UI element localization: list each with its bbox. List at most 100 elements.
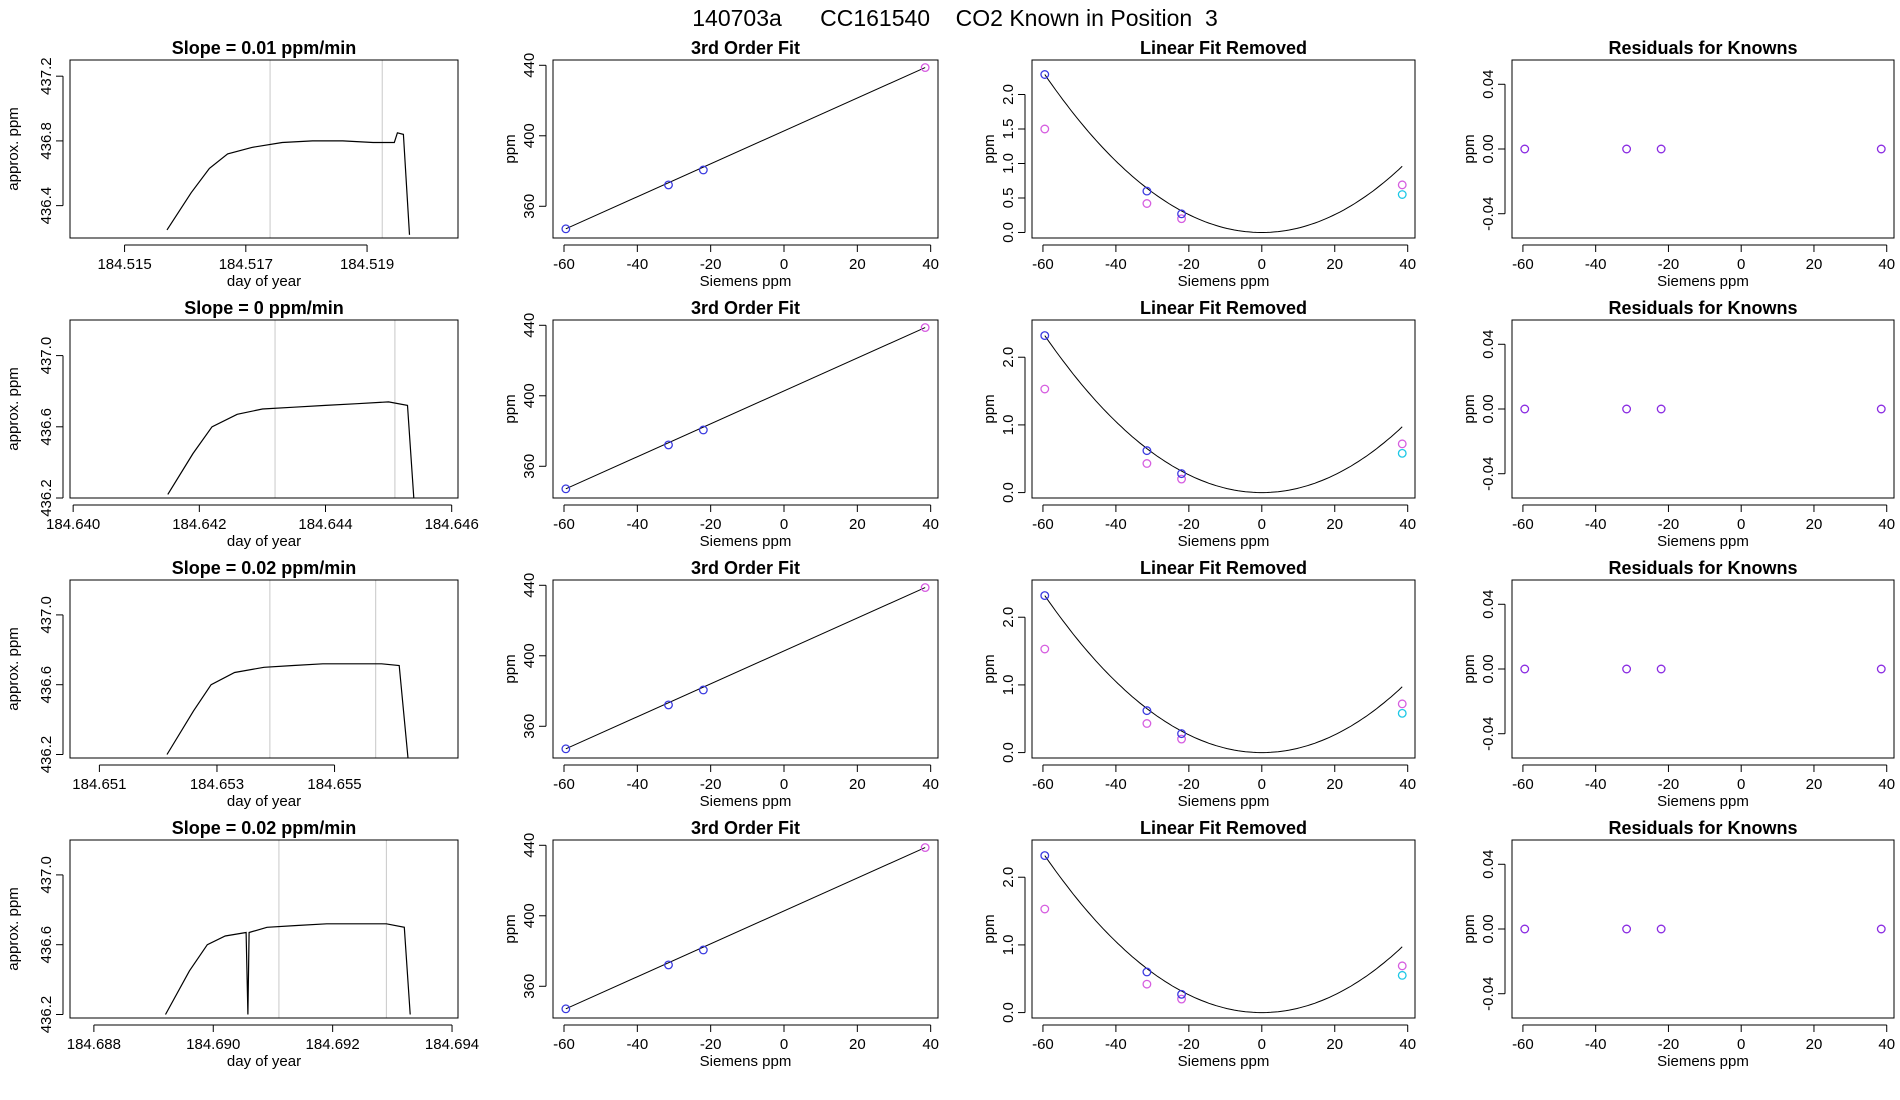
data-point-pink xyxy=(1142,979,1152,989)
x-tick-label: 0 xyxy=(1258,1036,1266,1053)
x-tick-label: 40 xyxy=(1878,1036,1895,1053)
residual-point xyxy=(1520,664,1530,674)
panel-r0-c2: Linear Fit Removed -60 -40 -20 0 20 40 0.0 0.5 1.… xyxy=(981,38,1416,290)
x-tick-label: 20 xyxy=(1806,256,1823,273)
x-tick-label: -60 xyxy=(1512,256,1534,273)
panel-title: Slope = 0 ppm/min xyxy=(184,298,344,318)
y-tick-label: 1.0 xyxy=(1000,414,1017,435)
x-tick-label: 184.642 xyxy=(172,516,226,533)
plot-frame xyxy=(1511,839,1895,1019)
data-layer xyxy=(1520,404,1886,414)
y-tick-label: 437.0 xyxy=(38,337,55,375)
x-axis-label: day of year xyxy=(227,533,301,550)
x-tick-label: 0 xyxy=(1258,516,1266,533)
x-tick-label: -60 xyxy=(1032,256,1054,273)
trace-line xyxy=(164,923,411,1015)
data-point-pink xyxy=(1397,961,1407,971)
y-axis-label: approx. ppm xyxy=(5,367,22,450)
plot-frame xyxy=(69,319,459,499)
plot-frame xyxy=(552,319,939,499)
y-tick-label: 0.04 xyxy=(1480,850,1497,879)
x-tick-label: -60 xyxy=(1032,776,1054,793)
data-point-blue xyxy=(1177,729,1187,739)
data-point-pink xyxy=(1040,124,1050,134)
data-point xyxy=(664,440,673,450)
x-tick-label: -40 xyxy=(626,256,648,273)
y-tick-label: 0.00 xyxy=(1480,654,1497,683)
y-tick-label: 360 xyxy=(521,194,538,219)
x-tick-label: -20 xyxy=(1658,516,1680,533)
x-tick-label: 0 xyxy=(780,776,788,793)
panel-title: Residuals for Knowns xyxy=(1608,38,1797,58)
y-tick-label: 400 xyxy=(521,123,538,148)
x-tick-label: -20 xyxy=(1658,256,1680,273)
residual-point xyxy=(1656,924,1666,934)
x-tick-label: 20 xyxy=(1326,1036,1343,1053)
data-point-pink xyxy=(1142,719,1152,728)
x-tick-label: 40 xyxy=(922,776,939,793)
x-tick-label: 184.640 xyxy=(46,516,100,533)
plot-frame xyxy=(1511,59,1895,239)
residual-point xyxy=(1656,144,1666,154)
plot-frame xyxy=(1031,59,1416,239)
x-axis-label: day of year xyxy=(227,793,301,810)
y-tick-label: 437.0 xyxy=(38,596,55,634)
quadratic-curve xyxy=(1044,855,1403,1014)
x-tick-label: -20 xyxy=(1658,1036,1680,1053)
y-tick-label: 2.0 xyxy=(1000,867,1017,888)
data-point-pink xyxy=(1040,644,1050,654)
y-tick-label: 440 xyxy=(521,53,538,78)
data-layer xyxy=(1520,144,1886,154)
residual-point xyxy=(1876,144,1886,154)
x-tick-label: 184.515 xyxy=(97,256,151,273)
y-tick-label: 437.0 xyxy=(38,856,55,894)
panel-r1-c1: 3rd Order Fit -60 -40 -20 0 20 40 360 400 440 Siem… xyxy=(502,298,939,550)
data-layer xyxy=(167,401,415,498)
x-tick-label: -60 xyxy=(1512,516,1534,533)
panel-r2-c3: Residuals for Knowns -60 -40 -20 0 20 40 -0.04 0… xyxy=(1461,558,1895,810)
plot-frame xyxy=(69,839,459,1019)
x-tick-label: -40 xyxy=(1585,256,1607,273)
x-tick-label: 0 xyxy=(1737,776,1745,793)
panel-title: Residuals for Knowns xyxy=(1608,818,1797,838)
quadratic-curve xyxy=(1044,74,1403,233)
x-tick-label: -60 xyxy=(1032,516,1054,533)
x-tick-label: -20 xyxy=(700,1036,722,1053)
panel-title: Slope = 0.02 ppm/min xyxy=(172,818,357,838)
data-point-blue xyxy=(1040,591,1050,601)
plot-frame xyxy=(1511,319,1895,499)
y-axis-label: approx. ppm xyxy=(5,887,22,970)
data-layer xyxy=(561,323,930,494)
panel-r2-c0: Slope = 0.02 ppm/min 184.651 184.653 184.65… xyxy=(5,558,459,810)
data-point-blue xyxy=(1142,446,1152,456)
data-point xyxy=(920,843,930,853)
x-tick-label: -40 xyxy=(626,776,648,793)
x-tick-label: -40 xyxy=(1105,1036,1127,1053)
data-point-pink xyxy=(1040,384,1050,394)
y-tick-label: 1.0 xyxy=(1000,674,1017,695)
data-point xyxy=(920,63,930,73)
y-tick-label: 0.00 xyxy=(1480,914,1497,943)
trace-line xyxy=(166,663,409,758)
x-tick-label: -20 xyxy=(1178,1036,1200,1053)
data-point-blue xyxy=(1142,706,1152,716)
fit-line xyxy=(565,587,926,750)
panel-r1-c2: Linear Fit Removed -60 -40 -20 0 20 40 0.0 1.0 2.… xyxy=(981,298,1416,550)
y-tick-label: 437.2 xyxy=(38,57,55,95)
x-tick-label: 0 xyxy=(1737,256,1745,273)
fit-line xyxy=(565,67,926,230)
residual-point xyxy=(1876,664,1886,674)
y-axis-label: approx. ppm xyxy=(5,627,22,710)
quadratic-curve xyxy=(1044,595,1403,754)
x-axis-label: day of year xyxy=(227,273,301,290)
trace-line xyxy=(166,132,411,235)
y-tick-label: 0.04 xyxy=(1480,590,1497,619)
x-tick-label: -40 xyxy=(626,516,648,533)
x-tick-label: 40 xyxy=(1399,516,1416,533)
panel-title: 3rd Order Fit xyxy=(691,558,800,578)
data-point xyxy=(664,960,673,970)
y-tick-label: 0.00 xyxy=(1480,394,1497,423)
data-point xyxy=(920,323,930,333)
x-tick-label: -20 xyxy=(1178,516,1200,533)
data-point-pink xyxy=(1397,180,1407,190)
